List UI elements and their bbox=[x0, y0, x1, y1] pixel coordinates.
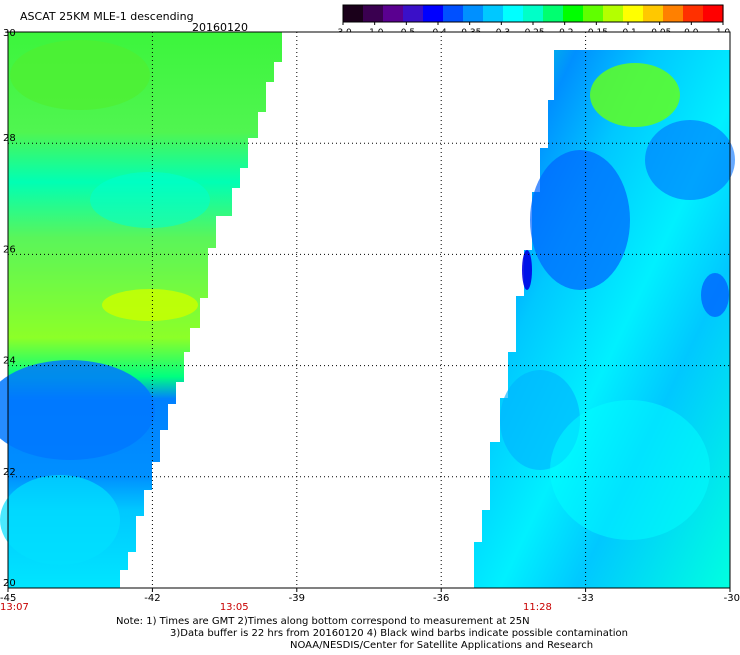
colorbar-swatch bbox=[403, 5, 424, 22]
east-blue-band bbox=[530, 150, 630, 290]
y-tick-label: 22 bbox=[3, 467, 16, 478]
west-swath bbox=[0, 32, 282, 588]
east-green-patch bbox=[590, 63, 680, 127]
colorbar-swatch bbox=[363, 5, 384, 22]
time-label: 13:05 bbox=[220, 602, 249, 613]
x-tick-label: -42 bbox=[144, 593, 160, 604]
grid-lines bbox=[8, 32, 730, 588]
colorbar-swatch bbox=[483, 5, 504, 22]
east-blue-spot bbox=[701, 273, 729, 317]
east-blue-band-right bbox=[645, 120, 735, 200]
colorbar-swatch bbox=[683, 5, 704, 22]
time-labels: 13:07 13:05 11:28 bbox=[0, 602, 552, 613]
east-navy-spot bbox=[522, 250, 532, 290]
map-title: ASCAT 25KM MLE-1 descending bbox=[20, 10, 194, 23]
x-tick-label: -36 bbox=[433, 593, 449, 604]
colorbar-swatch bbox=[463, 5, 484, 22]
x-tick-label: -33 bbox=[577, 593, 593, 604]
colorbar-swatch bbox=[443, 5, 464, 22]
y-tick-label: 30 bbox=[3, 28, 16, 39]
colorbar-swatch bbox=[623, 5, 644, 22]
west-cyan-patch bbox=[90, 172, 210, 228]
y-axis-ticks: 30 28 26 24 22 20 bbox=[3, 28, 16, 589]
colorbar-swatch bbox=[563, 5, 584, 22]
x-tick-label: -39 bbox=[289, 593, 305, 604]
footer-note-2: 3)Data buffer is 22 hrs from 20160120 4)… bbox=[170, 628, 628, 639]
colorbar-swatch bbox=[703, 5, 724, 22]
time-label: 13:07 bbox=[0, 602, 29, 613]
colorbar-swatch bbox=[543, 5, 564, 22]
colorbar-swatch bbox=[383, 5, 404, 22]
west-yellow-patch bbox=[102, 289, 198, 321]
y-tick-label: 28 bbox=[3, 133, 16, 144]
y-tick-label: 20 bbox=[3, 578, 16, 589]
east-cyan-lower bbox=[550, 400, 710, 540]
y-tick-label: 24 bbox=[3, 356, 16, 367]
colorbar-swatch bbox=[643, 5, 664, 22]
colorbar-swatch bbox=[423, 5, 444, 22]
time-label: 11:28 bbox=[523, 602, 552, 613]
west-blue-patch bbox=[0, 360, 155, 460]
west-green-upper bbox=[10, 40, 150, 110]
footer-credit: NOAA/NESDIS/Center for Satellite Applica… bbox=[290, 640, 593, 650]
colorbar-swatch bbox=[583, 5, 604, 22]
y-tick-label: 26 bbox=[3, 244, 16, 255]
east-swath bbox=[474, 50, 735, 588]
footer-note-1: Note: 1) Times are GMT 2)Times along bot… bbox=[116, 616, 530, 627]
map-date: 20160120 bbox=[192, 21, 248, 34]
x-tick-label: -45 bbox=[0, 593, 16, 604]
colorbar-swatches bbox=[343, 5, 724, 22]
west-lightblue-patch bbox=[0, 475, 120, 565]
colorbar-swatch bbox=[523, 5, 544, 22]
colorbar-swatch bbox=[503, 5, 524, 22]
x-tick-label: -30 bbox=[724, 593, 740, 604]
colorbar-swatch bbox=[663, 5, 684, 22]
colorbar-swatch bbox=[343, 5, 364, 22]
x-axis-ticks: -45 -42 -39 -36 -33 -30 bbox=[0, 588, 740, 604]
colorbar-swatch bbox=[603, 5, 624, 22]
map-frame bbox=[7, 31, 731, 589]
